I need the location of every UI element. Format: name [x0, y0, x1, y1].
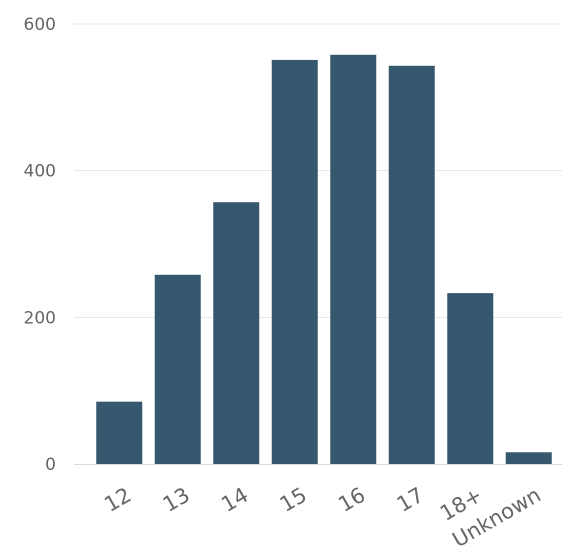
bar-17	[388, 65, 435, 465]
bar-13	[154, 274, 201, 464]
bar-14	[213, 202, 260, 464]
bar-18-	[447, 293, 494, 464]
gridlines	[74, 23, 562, 318]
y-tick-label: 200	[24, 308, 56, 328]
bars	[96, 54, 552, 465]
y-tick-label: 400	[24, 162, 56, 182]
x-tick-label: 16	[334, 483, 369, 517]
x-tick-label: 13	[159, 483, 194, 517]
x-axis-tick-labels: 12 13 14 15 16 17 18+Unknown	[100, 483, 545, 553]
bar-12	[96, 401, 143, 464]
x-tick-label: 17	[393, 483, 428, 517]
y-tick-label: 0	[45, 455, 56, 475]
y-tick-label: 600	[24, 15, 56, 35]
x-tick-label: 12	[100, 483, 135, 517]
bar-unknown	[505, 452, 552, 464]
x-tick-label: 15	[276, 483, 311, 517]
x-tick-label: 14	[217, 483, 252, 517]
bar-15	[271, 59, 318, 464]
y-axis-tick-labels: 0 200 400 600	[24, 15, 56, 475]
bar-16	[330, 54, 377, 465]
